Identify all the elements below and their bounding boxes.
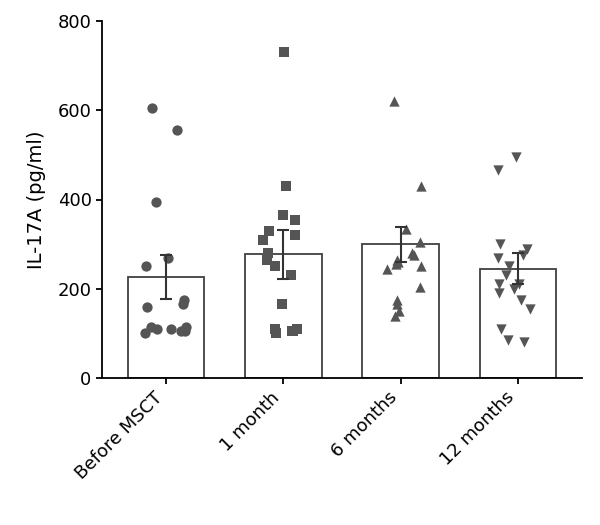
Point	[280, 48, 289, 56]
Bar	[245, 254, 322, 378]
Point	[176, 327, 186, 335]
Point	[181, 327, 190, 335]
Point	[505, 262, 514, 271]
Point	[290, 231, 299, 239]
Point	[516, 296, 526, 304]
Point	[179, 296, 189, 304]
Point	[526, 304, 535, 313]
Point	[503, 336, 513, 344]
Point	[271, 262, 280, 271]
Point	[140, 329, 150, 338]
Point	[494, 289, 503, 297]
Point	[407, 249, 416, 257]
Point	[494, 280, 503, 289]
Point	[394, 258, 403, 266]
Point	[292, 324, 302, 333]
Point	[281, 182, 290, 190]
Point	[152, 324, 162, 333]
Point	[142, 302, 152, 311]
Point	[495, 240, 505, 248]
Point	[392, 256, 401, 264]
Point	[271, 329, 281, 338]
Point	[146, 322, 156, 331]
Point	[415, 238, 424, 246]
Point	[287, 327, 297, 335]
Point	[181, 322, 190, 331]
Point	[172, 126, 181, 134]
Point	[523, 244, 532, 253]
Point	[259, 235, 268, 244]
Point	[416, 182, 425, 190]
Point	[278, 211, 287, 219]
Point	[382, 265, 392, 273]
Point	[511, 153, 521, 161]
Point	[409, 251, 419, 259]
Bar	[128, 277, 205, 378]
Point	[394, 307, 404, 315]
Point	[265, 226, 274, 235]
Point	[509, 285, 519, 293]
Point	[286, 271, 295, 279]
Y-axis label: IL-17A (pg/ml): IL-17A (pg/ml)	[28, 130, 46, 269]
Point	[392, 296, 402, 304]
Point	[290, 215, 299, 224]
Point	[391, 311, 400, 320]
Point	[277, 300, 287, 309]
Point	[493, 253, 503, 261]
Point	[163, 253, 173, 261]
Point	[497, 324, 506, 333]
Point	[514, 280, 523, 289]
Point	[401, 224, 410, 233]
Point	[389, 97, 398, 106]
Point	[152, 197, 161, 206]
Point	[519, 338, 529, 347]
Point	[147, 104, 157, 112]
Point	[416, 262, 426, 271]
Point	[415, 282, 425, 291]
Point	[501, 271, 511, 279]
Point	[263, 249, 273, 257]
Point	[518, 251, 528, 259]
Point	[392, 300, 402, 309]
Point	[392, 260, 401, 268]
Point	[493, 166, 503, 175]
Point	[262, 256, 272, 264]
Point	[178, 300, 188, 309]
Point	[270, 324, 280, 333]
Point	[141, 262, 151, 271]
Point	[166, 324, 176, 333]
Bar	[479, 269, 556, 378]
Bar	[362, 245, 439, 378]
Point	[289, 327, 298, 335]
